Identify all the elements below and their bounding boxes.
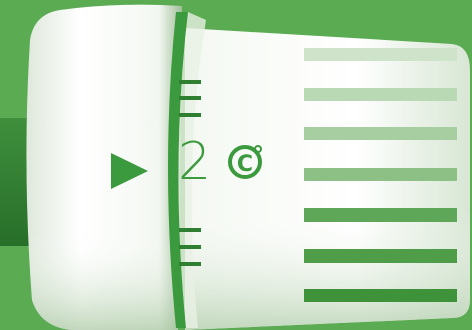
scale-ticks: [179, 80, 201, 266]
barrel-ribs: [304, 48, 457, 302]
celsius-unit-label: C: [237, 152, 253, 177]
temperature-reading: 2: [178, 132, 211, 192]
play-triangle-icon: [111, 153, 148, 189]
dial-ring: [168, 12, 188, 328]
celsius-unit-icon: C: [228, 145, 262, 179]
